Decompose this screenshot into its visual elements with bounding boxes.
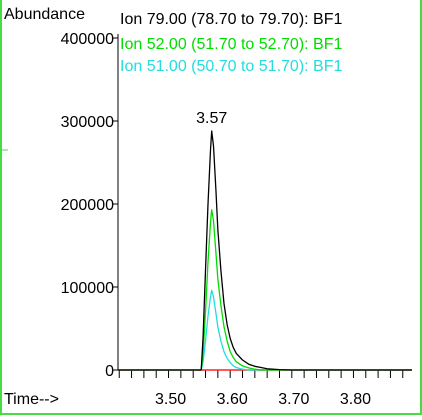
- y-tick-label: 200000: [61, 197, 114, 214]
- legend-entry: Ion 79.00 (78.70 to 79.70): BF1: [120, 11, 342, 28]
- legend-entry: Ion 52.00 (51.70 to 52.70): BF1: [120, 36, 342, 53]
- x-tick-label: 3.60: [217, 391, 248, 408]
- peak-label: 3.57: [196, 110, 227, 127]
- series-line-2: [118, 289, 412, 371]
- y-tick-label: 0: [105, 363, 114, 380]
- y-tick-label: 400000: [61, 31, 114, 48]
- y-tick-label: 100000: [61, 280, 114, 297]
- y-axis-title: Abundance: [4, 6, 85, 23]
- x-tick-label: 3.50: [155, 391, 186, 408]
- legend-entry: Ion 51.00 (50.70 to 51.70): BF1: [120, 58, 342, 75]
- y-tick-label: 300000: [61, 114, 114, 131]
- x-tick-label: 3.80: [340, 391, 371, 408]
- x-tick-label: 3.70: [278, 391, 309, 408]
- series-line-1: [118, 209, 412, 371]
- series-line-0: [118, 130, 412, 371]
- x-axis-title: Time-->: [4, 391, 59, 408]
